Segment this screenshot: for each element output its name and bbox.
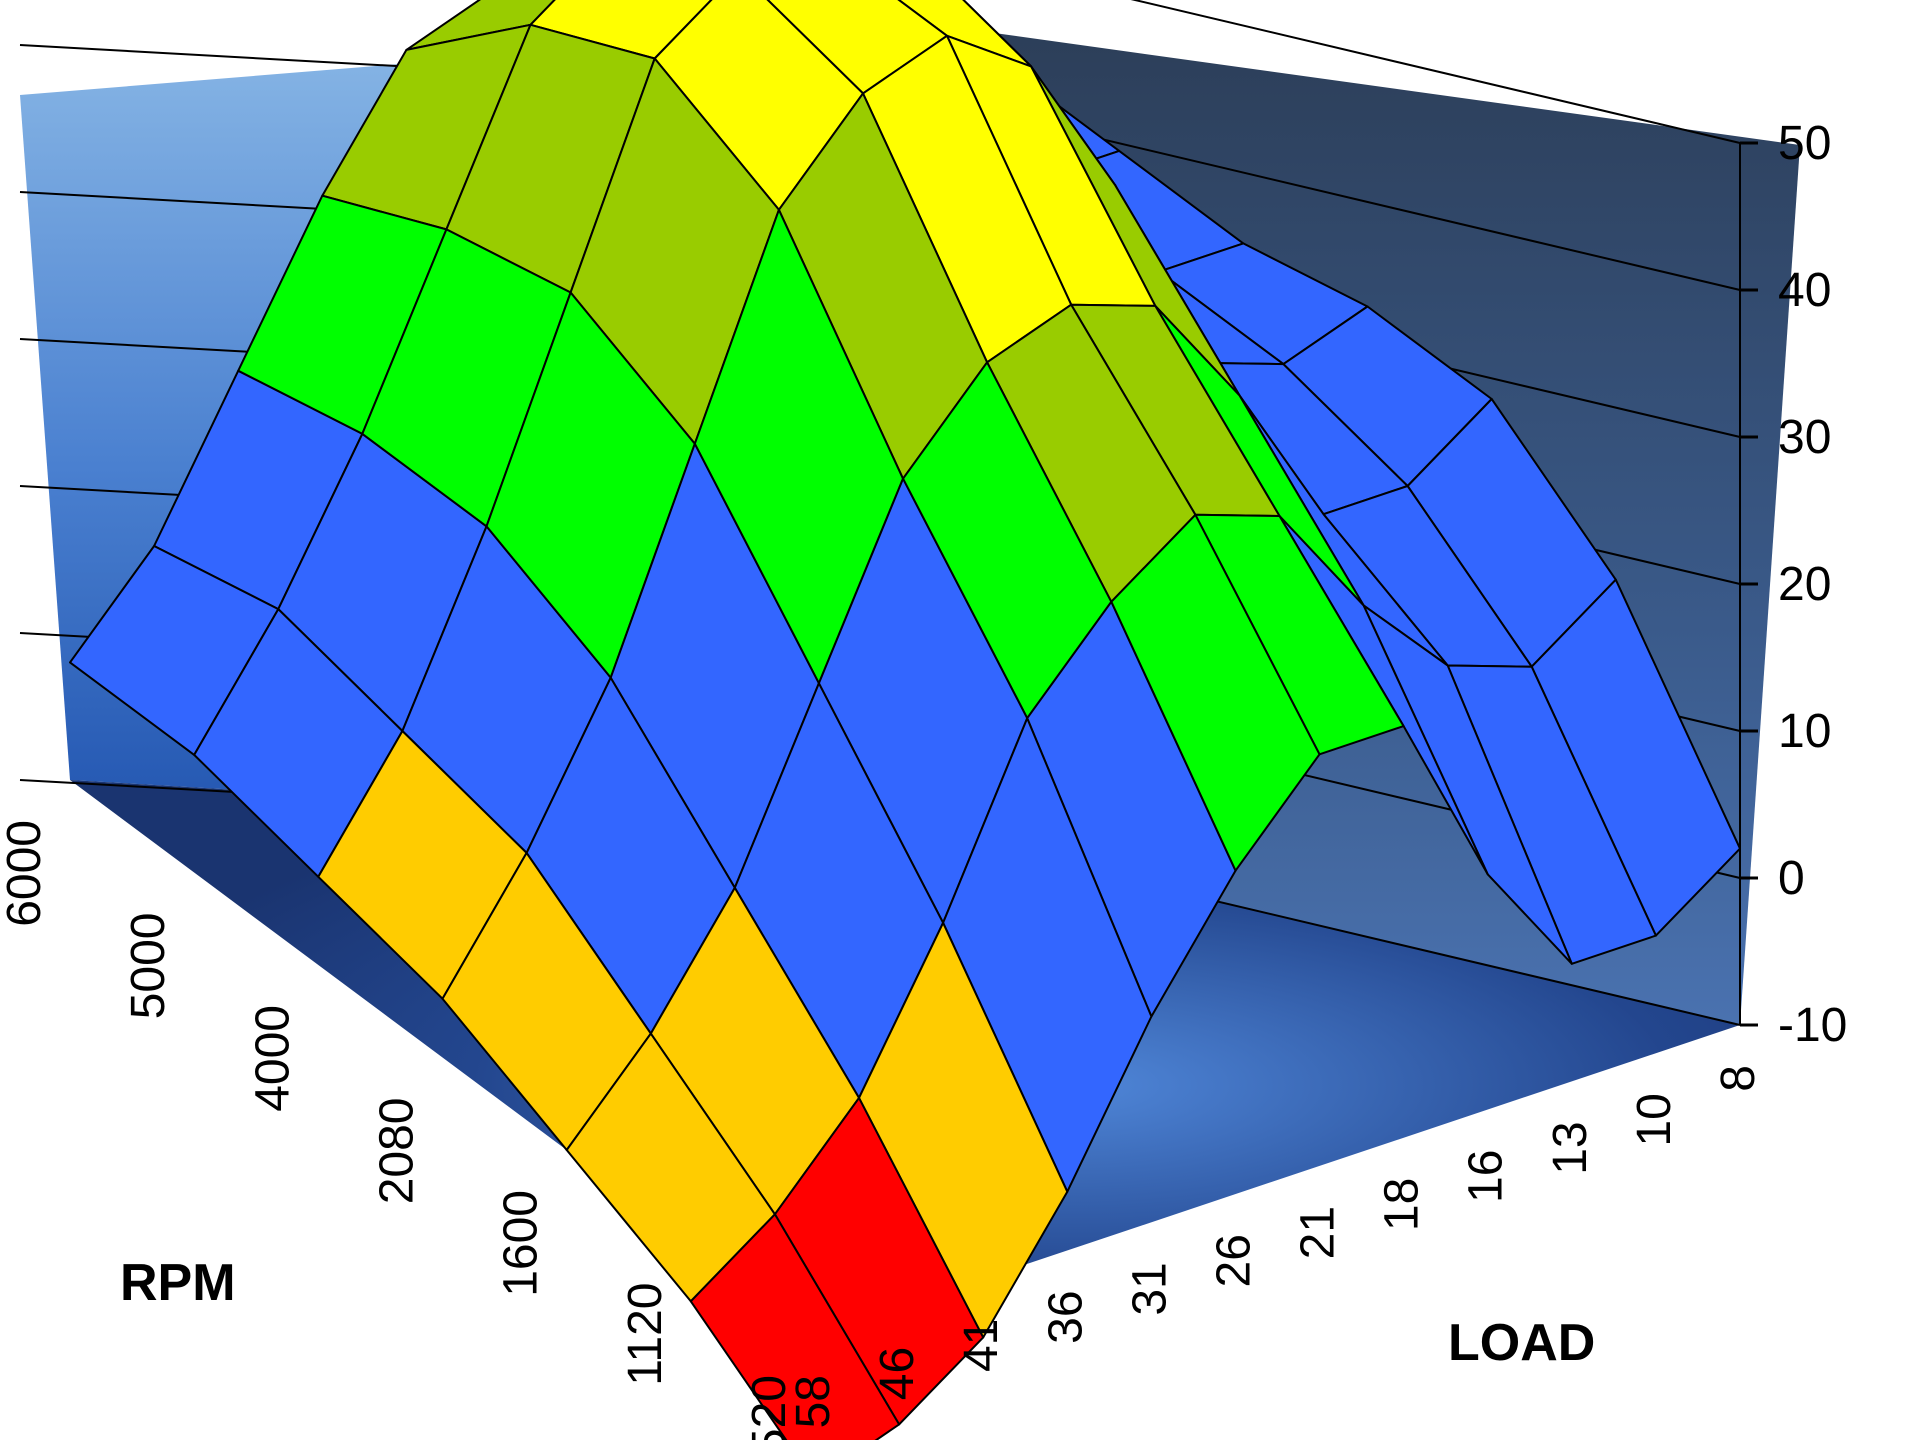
rpm-tick-label: 1120 xyxy=(619,1283,672,1386)
z-tick-label: 30 xyxy=(1778,411,1831,464)
rpm-tick-label: 520 xyxy=(743,1375,796,1440)
load-tick-label: 41 xyxy=(955,1319,1008,1372)
load-tick-label: 36 xyxy=(1039,1290,1092,1343)
rpm-tick-label: 1600 xyxy=(495,1190,548,1297)
z-tick-label: 10 xyxy=(1778,705,1831,758)
surface-mesh xyxy=(69,0,1741,1440)
load-tick-label: 21 xyxy=(1292,1206,1345,1259)
rpm-tick-label: 6000 xyxy=(0,820,51,927)
load-tick-label: 10 xyxy=(1628,1093,1681,1146)
z-tick-label: -10 xyxy=(1778,999,1847,1052)
rpm-tick-label: 4000 xyxy=(246,1005,299,1112)
z-axis-labels: 50 40 30 20 10 0 -10 xyxy=(1778,117,1847,1052)
load-tick-label: 13 xyxy=(1544,1121,1597,1174)
load-axis-labels: 58 46 41 36 31 26 21 18 16 13 10 8 xyxy=(787,1065,1765,1428)
load-tick-label: 31 xyxy=(1123,1262,1176,1315)
z-tick-label: 0 xyxy=(1778,852,1805,905)
rpm-tick-label: 5000 xyxy=(122,913,175,1020)
load-tick-label: 16 xyxy=(1460,1150,1513,1203)
z-tick-label: 20 xyxy=(1778,558,1831,611)
rpm-tick-label: 2080 xyxy=(371,1098,424,1205)
surface-cell xyxy=(689,1213,901,1440)
rpm-axis-labels: 520 1120 1600 2080 4000 5000 6000 xyxy=(0,820,796,1440)
z-tick-label: 50 xyxy=(1778,117,1831,170)
load-tick-label: 58 xyxy=(787,1375,840,1428)
load-tick-label: 26 xyxy=(1207,1234,1260,1287)
axis-ticks xyxy=(1739,141,1758,1027)
load-tick-label: 8 xyxy=(1712,1065,1765,1092)
rpm-axis-title: RPM xyxy=(120,1254,236,1312)
load-tick-label: 46 xyxy=(871,1347,924,1400)
z-tick-label: 40 xyxy=(1778,264,1831,317)
wall-gridline-0 xyxy=(1130,0,1741,144)
load-axis-title: LOAD xyxy=(1448,1314,1595,1372)
load-tick-label: 18 xyxy=(1376,1178,1429,1231)
